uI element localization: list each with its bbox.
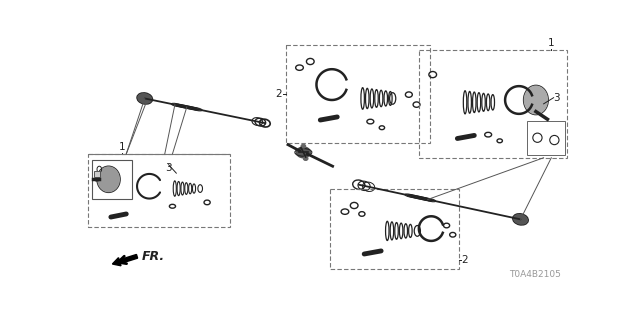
Ellipse shape (95, 179, 99, 182)
Ellipse shape (514, 215, 527, 224)
Ellipse shape (524, 86, 547, 114)
Text: 1: 1 (548, 38, 555, 48)
Text: 2: 2 (461, 255, 468, 265)
Ellipse shape (296, 147, 310, 158)
Text: 2: 2 (275, 89, 282, 99)
Bar (92, 160, 132, 198)
Text: 3: 3 (553, 93, 559, 103)
Text: T0A4B2105: T0A4B2105 (509, 270, 561, 279)
Ellipse shape (138, 94, 152, 103)
Text: 3: 3 (165, 163, 172, 173)
FancyArrow shape (113, 254, 138, 266)
Ellipse shape (303, 156, 308, 160)
Ellipse shape (301, 144, 306, 148)
Bar (330, 188, 459, 269)
Bar (419, 50, 566, 158)
Bar (527, 121, 565, 156)
Bar (94, 171, 100, 177)
Ellipse shape (98, 167, 119, 192)
Bar (285, 44, 431, 143)
Bar (88, 154, 230, 227)
Text: FR.: FR. (141, 250, 164, 263)
Text: 1: 1 (119, 142, 125, 152)
